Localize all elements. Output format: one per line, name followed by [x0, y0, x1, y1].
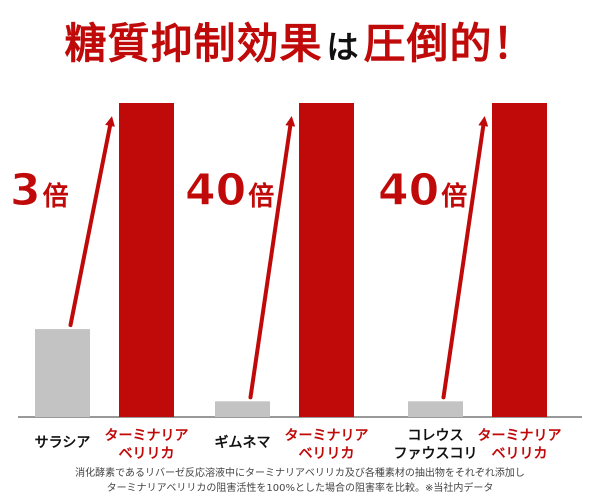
increase-arrow	[441, 116, 489, 400]
category-label: サラシア	[35, 435, 91, 451]
bar-comparison	[408, 401, 463, 417]
category-label: ターミナリアベリリカ	[285, 428, 369, 462]
headline-main: 糖質抑制効果	[64, 19, 323, 68]
bar-comparison	[215, 401, 270, 417]
footnote-line-2: ターミナリアベリリカの阻害活性を100%とした場合の阻害率を比較。※当社内データ	[106, 483, 494, 494]
category-label: ターミナリアベリリカ	[105, 428, 189, 462]
multiplier-label: 40倍	[185, 165, 274, 216]
headline: 糖質抑制効果 は圧倒的！	[0, 14, 600, 77]
footnote: 消化酵素であるリバーゼ反応溶液中にターミナリアベリリカ及び各種素材の抽出物をそれ…	[0, 466, 600, 496]
category-label: ギムネマ	[215, 434, 271, 451]
bar-terminalia-bellirica	[492, 103, 547, 417]
bar-terminalia-bellirica	[299, 103, 354, 417]
multiplier-label: 40倍	[378, 165, 467, 216]
headline-end: 圧倒的！	[363, 19, 536, 68]
multiplier-label: 3倍	[10, 165, 69, 216]
category-label: コレウスファウスコリ	[394, 428, 478, 462]
bar-comparison	[35, 329, 90, 417]
category-label: ターミナリアベリリカ	[478, 428, 562, 462]
increase-arrow	[68, 116, 115, 328]
footnote-line-1: 消化酵素であるリバーゼ反応溶液中にターミナリアベリリカ及び各種素材の抽出物をそれ…	[75, 468, 525, 479]
increase-arrow	[248, 116, 296, 400]
bar-terminalia-bellirica	[119, 103, 174, 417]
headline-connector: は	[326, 28, 360, 66]
